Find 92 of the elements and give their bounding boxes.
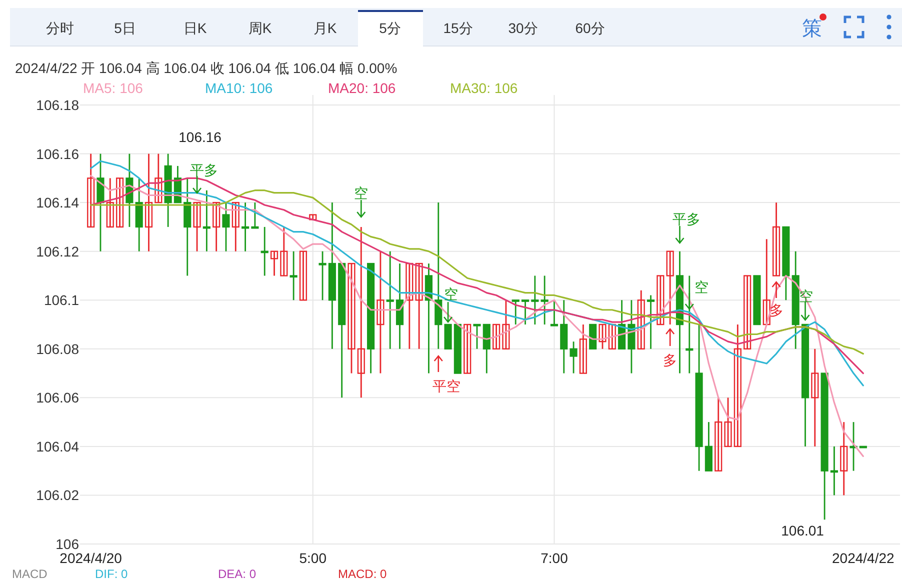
candlestick xyxy=(744,275,752,350)
candlestick xyxy=(202,190,210,252)
candlestick xyxy=(106,177,114,228)
candlestick xyxy=(714,396,722,472)
y-tick-label: 106.04 xyxy=(36,438,80,454)
text: 60分 xyxy=(575,20,605,36)
candlestick xyxy=(376,250,384,374)
annotation: 空 xyxy=(444,286,458,302)
text: MACD: 0 xyxy=(338,567,387,580)
candlestick xyxy=(280,226,288,276)
annotation: 106.01 xyxy=(781,522,824,539)
annotation: 空 xyxy=(354,185,368,201)
annotation: 平空 xyxy=(432,378,460,394)
candlestick xyxy=(251,202,259,229)
candlestick xyxy=(531,275,539,326)
text: MACD xyxy=(12,567,48,580)
candlestick xyxy=(318,250,326,301)
candlestick xyxy=(260,226,268,276)
candlestick xyxy=(686,275,694,374)
candlestick xyxy=(724,396,732,448)
text: DIF: 0 xyxy=(95,567,128,580)
y-tick-label: 106.16 xyxy=(36,146,80,162)
text: 分时 xyxy=(46,20,74,36)
candlestick xyxy=(637,290,645,350)
candlestick xyxy=(512,299,520,326)
y-tick-label: 106.06 xyxy=(36,390,80,406)
y-tick-label: 106 xyxy=(56,536,80,552)
annotation: 空 xyxy=(799,288,814,304)
candlestick xyxy=(348,262,356,374)
candlestick xyxy=(222,202,230,252)
annotation: 平多 xyxy=(672,211,701,227)
text: 2024/4/22 开 106.04 高 106.04 收 106.04 低 106.04 幅 0.00% xyxy=(15,60,398,76)
candlestick xyxy=(840,421,848,496)
candlestick xyxy=(87,153,95,228)
candlestick xyxy=(570,340,578,374)
candlestick xyxy=(666,250,674,326)
candlestick xyxy=(579,324,587,374)
annotation: 多 xyxy=(769,302,784,318)
y-tick-label: 106.02 xyxy=(36,487,80,504)
text: 月K xyxy=(313,20,338,36)
candlestick xyxy=(811,348,819,448)
y-tick-label: 106.14 xyxy=(36,194,80,211)
candlestick xyxy=(386,250,394,350)
y-tick-label: 106.12 xyxy=(36,243,80,260)
candlestick xyxy=(232,202,240,252)
candlestick xyxy=(357,226,365,398)
x-tick-label: 5:00 xyxy=(299,550,327,566)
x-tick-label: 7:00 xyxy=(540,550,568,566)
y-tick-label: 106.1 xyxy=(44,292,80,308)
candlestick xyxy=(116,177,124,228)
text: 5日 xyxy=(114,20,136,36)
candlestick xyxy=(299,250,308,301)
candlestick xyxy=(772,202,780,276)
candlestick xyxy=(656,275,664,326)
candlestick xyxy=(473,324,481,350)
y-tick-label: 106.18 xyxy=(36,97,80,113)
candlestick xyxy=(193,202,201,252)
candlestick xyxy=(608,324,616,350)
candlestick xyxy=(502,299,510,350)
text: 15分 xyxy=(443,20,473,36)
candlestick xyxy=(464,324,472,374)
candlestick xyxy=(154,153,162,204)
candlestick xyxy=(242,202,250,252)
annotation: 空 xyxy=(694,279,708,295)
candlestick xyxy=(540,275,548,326)
text: 策 xyxy=(802,18,822,40)
annotation: 多 xyxy=(663,352,678,368)
candlestick xyxy=(598,324,606,350)
text: 周K xyxy=(248,20,272,36)
x-tick-label: 2024/4/22 xyxy=(832,550,895,566)
candlestick xyxy=(406,262,414,350)
candlestick xyxy=(550,299,558,326)
candlestick xyxy=(521,299,530,326)
candlestick xyxy=(212,202,220,252)
candlestick xyxy=(270,250,278,276)
candlestick xyxy=(646,294,655,350)
candlestick xyxy=(762,238,770,326)
legend: MA5: 106 MA10: 106 MA20: 106 MA30: 106 xyxy=(83,80,518,96)
text: DEA: 0 xyxy=(218,567,256,580)
candlestick xyxy=(734,324,742,448)
candlestick xyxy=(415,262,423,350)
candlestick xyxy=(492,324,500,350)
x-tick-label: 2024/4/20 xyxy=(60,550,122,566)
annotation: 106.16 xyxy=(178,128,222,145)
text: 日K xyxy=(183,20,208,36)
candlestick xyxy=(144,153,153,252)
candlestick xyxy=(290,250,298,301)
text: 5分 xyxy=(379,20,401,36)
candlestick xyxy=(830,446,838,496)
annotation: 平多 xyxy=(190,162,218,178)
y-tick-label: 106.08 xyxy=(36,340,80,357)
text: 30分 xyxy=(508,20,538,36)
